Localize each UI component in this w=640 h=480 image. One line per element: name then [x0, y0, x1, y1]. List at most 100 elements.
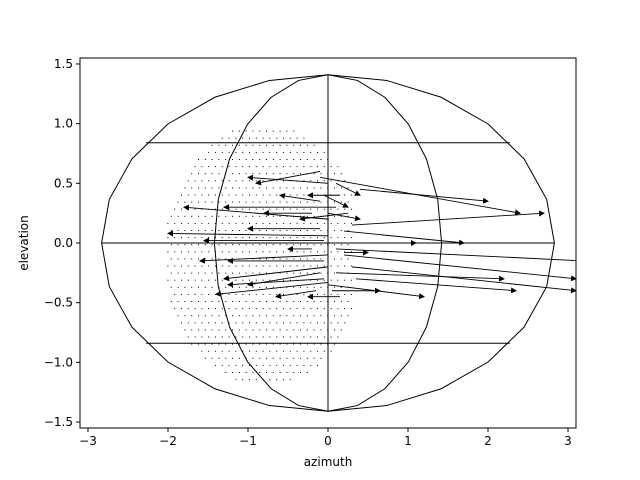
zero-vector-dot [191, 315, 193, 317]
zero-vector-dot [300, 201, 301, 203]
zero-vector-dot [344, 293, 346, 295]
zero-vector-dot [320, 244, 322, 246]
zero-vector-dot [242, 336, 244, 338]
zero-vector-dot [300, 357, 301, 359]
zero-vector-dot [221, 137, 223, 139]
vector-arrow [351, 266, 576, 294]
zero-vector-dot [289, 265, 291, 267]
zero-vector-dot [242, 180, 244, 182]
zero-vector-dot [255, 151, 257, 153]
zero-vector-dot [255, 137, 257, 139]
zero-vector-dot [279, 215, 281, 217]
zero-vector-dot [320, 187, 322, 189]
zero-vector-dot [306, 343, 308, 345]
zero-vector-dot [262, 180, 264, 182]
zero-vector-dot [208, 265, 210, 267]
zero-vector-dot [232, 215, 233, 217]
zero-vector-dot [191, 230, 193, 231]
zero-vector-dot [235, 151, 237, 153]
zero-vector-dot [170, 301, 172, 302]
zero-vector-dot [177, 286, 179, 288]
zero-vector-dot [323, 265, 325, 267]
zero-vector-dot [313, 357, 315, 359]
zero-vector-dot [204, 187, 206, 189]
zero-vector-dot [272, 258, 274, 260]
zero-vector-dot [221, 166, 223, 168]
zero-vector-dot [167, 237, 169, 239]
zero-vector-dot [279, 201, 281, 203]
zero-vector-dot [259, 159, 261, 160]
zero-vector-dot [221, 265, 223, 267]
zero-vector-dot [330, 180, 332, 182]
zero-vector-dot [228, 237, 230, 239]
zero-vector-dot [330, 293, 332, 295]
zero-vector-dot [300, 144, 301, 146]
zero-vector-dot [259, 372, 261, 373]
zero-vector-dot [218, 357, 220, 359]
zero-vector-dot [272, 130, 274, 132]
zero-vector-dot [306, 258, 308, 260]
zero-vector-dot [218, 187, 220, 189]
zero-vector-dot [269, 166, 271, 168]
zero-vector-dot [310, 336, 312, 338]
zero-vector-dot [215, 322, 216, 324]
zero-vector-dot [313, 258, 315, 260]
zero-vector-dot [303, 137, 305, 139]
zero-vector-dot [211, 329, 213, 331]
zero-vector-dot [334, 301, 335, 302]
zero-vector-dot [306, 244, 308, 246]
zero-vector-dot [289, 194, 291, 196]
zero-vector-dot [211, 357, 213, 359]
vector-arrow [227, 278, 325, 288]
zero-vector-dot [283, 265, 284, 267]
zero-vector-dot [211, 286, 213, 288]
zero-vector-dot [201, 308, 203, 310]
zero-vector-dot [252, 144, 254, 146]
zero-vector-dot [232, 187, 233, 189]
zero-vector-dot [283, 322, 284, 324]
zero-vector-dot [310, 265, 312, 267]
zero-vector-dot [242, 251, 244, 253]
zero-vector-dot [201, 194, 203, 196]
zero-vector-dot [181, 293, 182, 295]
zero-vector-dot [191, 187, 193, 189]
zero-vector-dot [255, 379, 257, 381]
zero-vector-dot [306, 286, 308, 288]
zero-vector-dot [255, 336, 257, 338]
zero-vector-dot [252, 315, 254, 317]
zero-vector-dot [228, 279, 230, 281]
zero-vector-dot [255, 293, 257, 295]
zero-vector-dot [269, 251, 271, 253]
zero-vector-dot [238, 187, 240, 189]
zero-vector-dot [245, 201, 247, 203]
zero-vector-dot [204, 343, 206, 345]
zero-vector-dot [194, 237, 196, 239]
zero-vector-dot [249, 265, 250, 267]
zero-vector-dot [262, 237, 264, 239]
zero-vector-dot [323, 279, 325, 281]
zero-vector-dot [167, 279, 169, 281]
zero-vector-dot [337, 237, 339, 239]
zero-vector-dot [252, 130, 254, 132]
zero-vector-dot [249, 336, 250, 338]
zero-vector-dot [259, 187, 261, 189]
zero-vector-dot [225, 329, 227, 331]
y-axis: −1.5 −1.0 −0.5 0.0 0.5 1.0 1.5 [44, 57, 80, 429]
zero-vector-dot [293, 329, 295, 331]
zero-vector-dot [347, 230, 349, 231]
zero-vector-dot [174, 293, 176, 295]
zero-vector-dot [191, 329, 193, 331]
zero-vector-dot [174, 208, 176, 210]
zero-vector-dot [194, 322, 196, 324]
zero-vector-dot [181, 251, 182, 253]
zero-vector-dot [347, 301, 349, 302]
zero-vector-dot [306, 357, 308, 359]
zero-vector-dot [276, 166, 278, 168]
zero-vector-dot [259, 144, 261, 146]
zero-vector-dot [249, 322, 250, 324]
zero-vector-dot [283, 379, 284, 381]
zero-vector-dot [337, 336, 339, 338]
zero-vector-dot [238, 357, 240, 359]
zero-vector-dot [198, 230, 199, 231]
zero-vector-dot [344, 265, 346, 267]
